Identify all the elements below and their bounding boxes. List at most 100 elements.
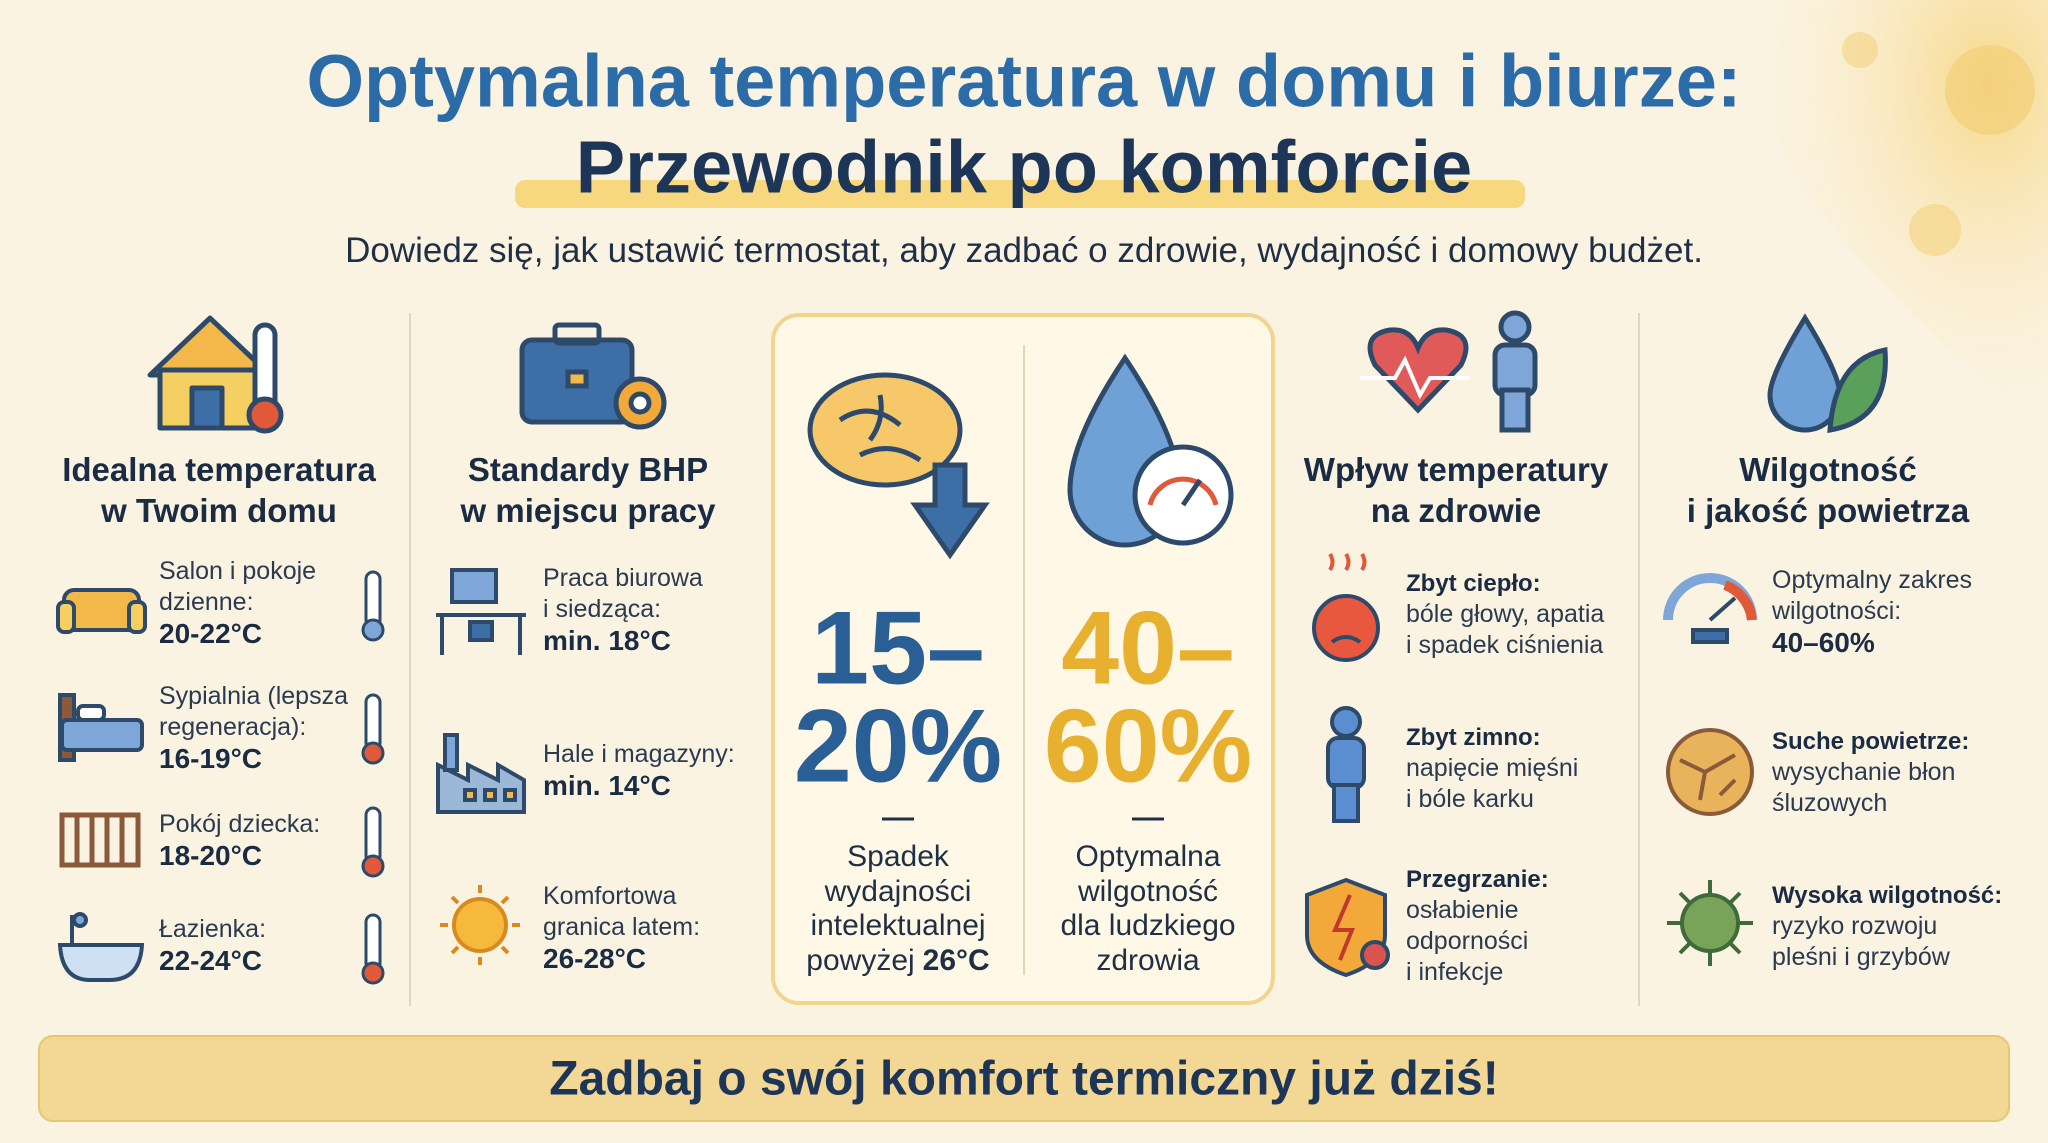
column-heading: Wilgotność (1739, 451, 1917, 488)
stat-value: 20% (793, 688, 1003, 805)
item-text: Optymalny zakres (1772, 566, 1973, 594)
bed-icon (58, 693, 144, 762)
item-text: Salon i pokoje (159, 557, 317, 585)
mold-icon (1667, 880, 1753, 966)
item: Sypialnia (lepsza regeneracja): 16-19°C (159, 681, 348, 774)
item-text: odporności (1406, 927, 1529, 955)
stat-value: 40– (1061, 590, 1235, 707)
item: Przegrzanie: osłabienie odporności i infekc… (1406, 864, 1549, 988)
item-title: Suche powietrze: (1772, 728, 1970, 755)
sun-icon (440, 885, 520, 965)
bath-icon (57, 912, 145, 982)
column-heading: i jakość powietrza (1686, 492, 1970, 529)
drop-leaf-icon (1767, 313, 1888, 433)
item: Komfortowa granica latem: 26-28°C (543, 881, 700, 974)
subtitle: Dowiedz się, jak ustawić termostat, aby … (345, 231, 1703, 270)
item: Zbyt zimno: napięcie mięśni i bóle karku (1406, 722, 1578, 815)
item: Łazienka: 22-24°C (159, 914, 266, 976)
stat-value: 15– (811, 590, 985, 707)
item-text: i siedząca: (543, 595, 662, 623)
item-text: Praca biurowa (543, 564, 703, 592)
item-text: i spadek ciśnienia (1406, 631, 1604, 659)
column-heading: Idealna temperatura (62, 451, 376, 488)
house-icon (147, 315, 284, 434)
item-text: napięcie mięśni (1406, 754, 1579, 782)
cracked-icon (1666, 728, 1754, 816)
stat-desc-text: powyżej (806, 943, 915, 977)
stat-value: 60% (1043, 688, 1253, 805)
item-value: min. 14°C (543, 770, 671, 801)
item-text: pleśni i grzybów (1772, 943, 1950, 971)
stat-desc: wilgotność (1077, 874, 1219, 908)
item: Praca biurowa i siedząca: min. 18°C (543, 563, 703, 656)
title: Optymalna temperatura w domu i biurze: (306, 39, 1742, 123)
footer-text: Zadbaj o swój komfort termiczny już dziś… (549, 1052, 1499, 1106)
sofa-icon (56, 588, 147, 634)
item: Suche powietrze: wysychanie błon śluzowych (1772, 726, 1969, 819)
item-text: Komfortowa (543, 882, 677, 910)
stat-desc: powyżej 26°C (806, 944, 989, 978)
item-value: min. 18°C (543, 625, 671, 656)
item-title: Wysoka wilgotność: (1772, 882, 2003, 909)
stat-desc: zdrowia (1096, 943, 1200, 977)
item-text: Hale i magazyny: (543, 740, 735, 768)
stat-desc-bold: 26°C (922, 943, 990, 977)
item-text: Sypialnia (lepsza (159, 682, 348, 710)
stat-desc: Optymalna (1075, 840, 1221, 873)
item-text: granica latem: (543, 913, 701, 941)
stat-desc: intelektualnej (810, 909, 986, 942)
item-text: dzienne: (159, 588, 254, 616)
column-heading: w Twoim domu (101, 492, 337, 529)
item-text: osłabienie (1406, 896, 1519, 924)
cold-person-icon (1326, 706, 1366, 823)
title: Przewodnik po komforcie (575, 125, 1473, 209)
brain-icon (807, 372, 990, 560)
heart-person-icon (1360, 310, 1538, 433)
stat-desc: dla ludzkiego (1060, 909, 1236, 942)
column-heading: Standardy BHP (467, 451, 709, 488)
item-title: Przegrzanie: (1406, 866, 1549, 893)
briefcase-icon (519, 322, 667, 430)
item-text: Pokój dziecka: (159, 810, 321, 838)
item-value: 26-28°C (543, 943, 647, 974)
item-title: Zbyt ciepło: (1406, 570, 1541, 597)
item-value: 22-24°C (159, 945, 263, 976)
stat-desc: Spadek (847, 840, 949, 873)
crib-icon (59, 812, 141, 868)
item-value: 18-20°C (159, 840, 263, 871)
footer-bar (38, 1035, 2010, 1122)
item-title: Zbyt zimno: (1406, 724, 1541, 751)
item-text: śluzowych (1772, 789, 1888, 817)
item-text: Łazienka: (159, 915, 267, 943)
column-heading: w miejscu pracy (460, 492, 716, 529)
drop-gauge-icon (1067, 353, 1234, 548)
shield-icon (1305, 877, 1390, 978)
item: Zbyt ciepło: bóle głowy, apatia i spadek c… (1406, 568, 1604, 661)
item-value: 40–60% (1772, 627, 1875, 658)
hot-face-icon (1312, 552, 1380, 662)
item-text: regeneracja): (159, 713, 307, 741)
item-value: 16-19°C (159, 743, 263, 774)
factory-icon (436, 733, 526, 814)
item: Wysoka wilgotność: ryzyko rozwoju pleśni i… (1772, 880, 2002, 973)
title-highlight (515, 180, 1525, 208)
item: Pokój dziecka: 18-20°C (159, 809, 320, 871)
column-heading: na zdrowie (1370, 492, 1542, 529)
item: Optymalny zakres wilgotności: 40–60% (1772, 565, 1972, 658)
item-text: ryzyko rozwoju (1772, 912, 1938, 940)
desk-icon (436, 568, 526, 655)
thermometers (361, 570, 385, 985)
item-text: i infekcje (1406, 958, 1504, 986)
column-heading: Wpływ temperatury (1303, 451, 1609, 488)
item-value: 20-22°C (159, 618, 263, 649)
item-text: i bóle karku (1406, 785, 1534, 813)
item-text: wysychanie błon (1772, 758, 1956, 786)
item: Salon i pokoje dzienne: 20-22°C (159, 556, 316, 649)
item-text: bóle głowy, apatia (1406, 600, 1605, 628)
gauge-icon (1663, 573, 1757, 644)
stat-desc: wydajności (824, 874, 972, 908)
item: Hale i magazyny: min. 14°C (543, 739, 735, 801)
item-text: wilgotności: (1772, 597, 1902, 625)
